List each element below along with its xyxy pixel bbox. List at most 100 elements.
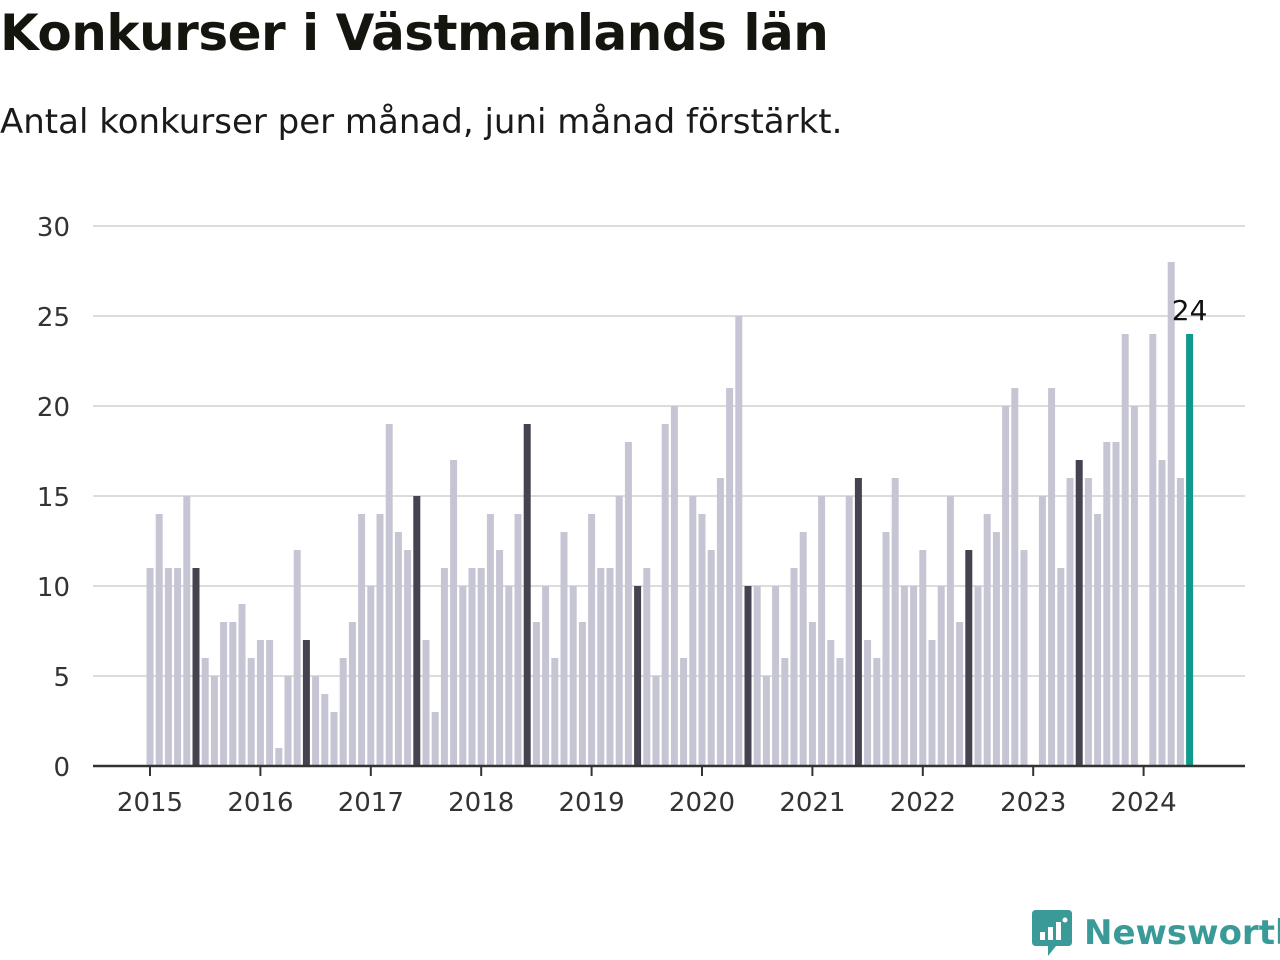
bar: [1103, 442, 1111, 766]
bar: [477, 568, 485, 766]
bar: [974, 586, 982, 766]
bar: [551, 658, 559, 766]
bar: [238, 604, 246, 766]
chart-subtitle: Antal konkurser per månad, juni månad fö…: [0, 102, 843, 142]
x-tick-label: 2021: [779, 788, 845, 818]
bar: [1112, 442, 1120, 766]
bar: [919, 550, 927, 766]
bar: [385, 424, 393, 766]
bar: [201, 658, 209, 766]
bar: [1002, 406, 1010, 766]
bar: [394, 532, 402, 766]
bar: [937, 586, 945, 766]
bar: [597, 568, 605, 766]
bar: [606, 568, 614, 766]
bar: [330, 712, 338, 766]
y-tick-label: 30: [37, 213, 70, 243]
bar: [772, 586, 780, 766]
bar: [661, 424, 669, 766]
bar: [358, 514, 366, 766]
bar: [827, 640, 835, 766]
newsworthy-logo: Newsworthy: [1032, 910, 1280, 956]
x-tick-label: 2016: [227, 788, 293, 818]
bar: [174, 568, 182, 766]
bar: [578, 622, 586, 766]
bar: [210, 676, 218, 766]
bar: [735, 316, 743, 766]
june-bar: [744, 586, 752, 766]
bar: [1057, 568, 1065, 766]
bar: [615, 496, 623, 766]
bar: [312, 676, 320, 766]
x-tick-label: 2015: [117, 788, 183, 818]
bar: [1048, 388, 1056, 766]
bar: [836, 658, 844, 766]
bar: [431, 712, 439, 766]
x-tick-label: 2020: [669, 788, 735, 818]
bar: [367, 586, 375, 766]
bar: [891, 478, 899, 766]
y-tick-label: 15: [37, 483, 70, 513]
bar: [256, 640, 264, 766]
x-tick-label: 2019: [559, 788, 625, 818]
bar: [1158, 460, 1166, 766]
bar: [1011, 388, 1019, 766]
bar: [882, 532, 890, 766]
bar: [486, 514, 494, 766]
y-tick-label: 20: [37, 393, 70, 423]
bar: [643, 568, 651, 766]
bar: [146, 568, 154, 766]
bar: [339, 658, 347, 766]
x-tick-label: 2018: [448, 788, 514, 818]
bar: [1066, 478, 1074, 766]
bar: [864, 640, 872, 766]
bar: [496, 550, 504, 766]
june-bar: [854, 478, 862, 766]
bar: [1121, 334, 1129, 766]
bar: [946, 496, 954, 766]
bar: [422, 640, 430, 766]
bar: [404, 550, 412, 766]
bar: [900, 586, 908, 766]
bar: [680, 658, 688, 766]
x-tick-label: 2017: [338, 788, 404, 818]
bars: [146, 262, 1194, 766]
bar: [183, 496, 191, 766]
chart-title: Konkurser i Västmanlands län: [0, 4, 829, 62]
june-bar: [965, 550, 973, 766]
bar: [440, 568, 448, 766]
x-tick-label: 2022: [890, 788, 956, 818]
bar: [799, 532, 807, 766]
bar: [532, 622, 540, 766]
bar: [1020, 550, 1028, 766]
bar-chart-speech-bubble-icon: [1032, 910, 1072, 956]
brand-name: Newsworthy: [1084, 913, 1280, 953]
june-bar: [413, 496, 421, 766]
bar: [459, 586, 467, 766]
axes: 0 5 10 15 20 25 30 24 2015 2016 2017 2018 2019 2020 20…: [37, 213, 1245, 818]
bar: [514, 514, 522, 766]
latest-value-label: 24: [1172, 294, 1208, 327]
bar: [762, 676, 770, 766]
bar: [560, 532, 568, 766]
y-tick-label: 25: [37, 303, 70, 333]
bar: [716, 478, 724, 766]
june-bar: [634, 586, 642, 766]
bar: [220, 622, 228, 766]
x-tick-label: 2024: [1111, 788, 1177, 818]
bar: [873, 658, 881, 766]
bar: [992, 532, 1000, 766]
latest-bar: [1186, 334, 1194, 766]
bar: [284, 676, 292, 766]
bar: [781, 658, 789, 766]
bar: [569, 586, 577, 766]
bar: [910, 586, 918, 766]
bar: [1084, 478, 1092, 766]
june-bar: [523, 424, 531, 766]
x-tick-label: 2023: [1000, 788, 1066, 818]
bar: [1167, 262, 1175, 766]
bar-chart: 0 5 10 15 20 25 30 24 2015 2016 2017 2018 2019 2020 20…: [37, 213, 1245, 818]
bar: [753, 586, 761, 766]
june-bar: [192, 568, 200, 766]
bar: [293, 550, 301, 766]
